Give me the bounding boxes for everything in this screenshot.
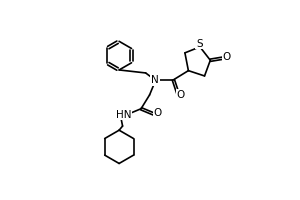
- Text: O: O: [154, 108, 162, 118]
- Text: HN: HN: [116, 110, 131, 120]
- Text: O: O: [223, 52, 231, 62]
- Text: O: O: [177, 90, 185, 100]
- Text: S: S: [196, 39, 203, 49]
- Text: N: N: [151, 75, 159, 85]
